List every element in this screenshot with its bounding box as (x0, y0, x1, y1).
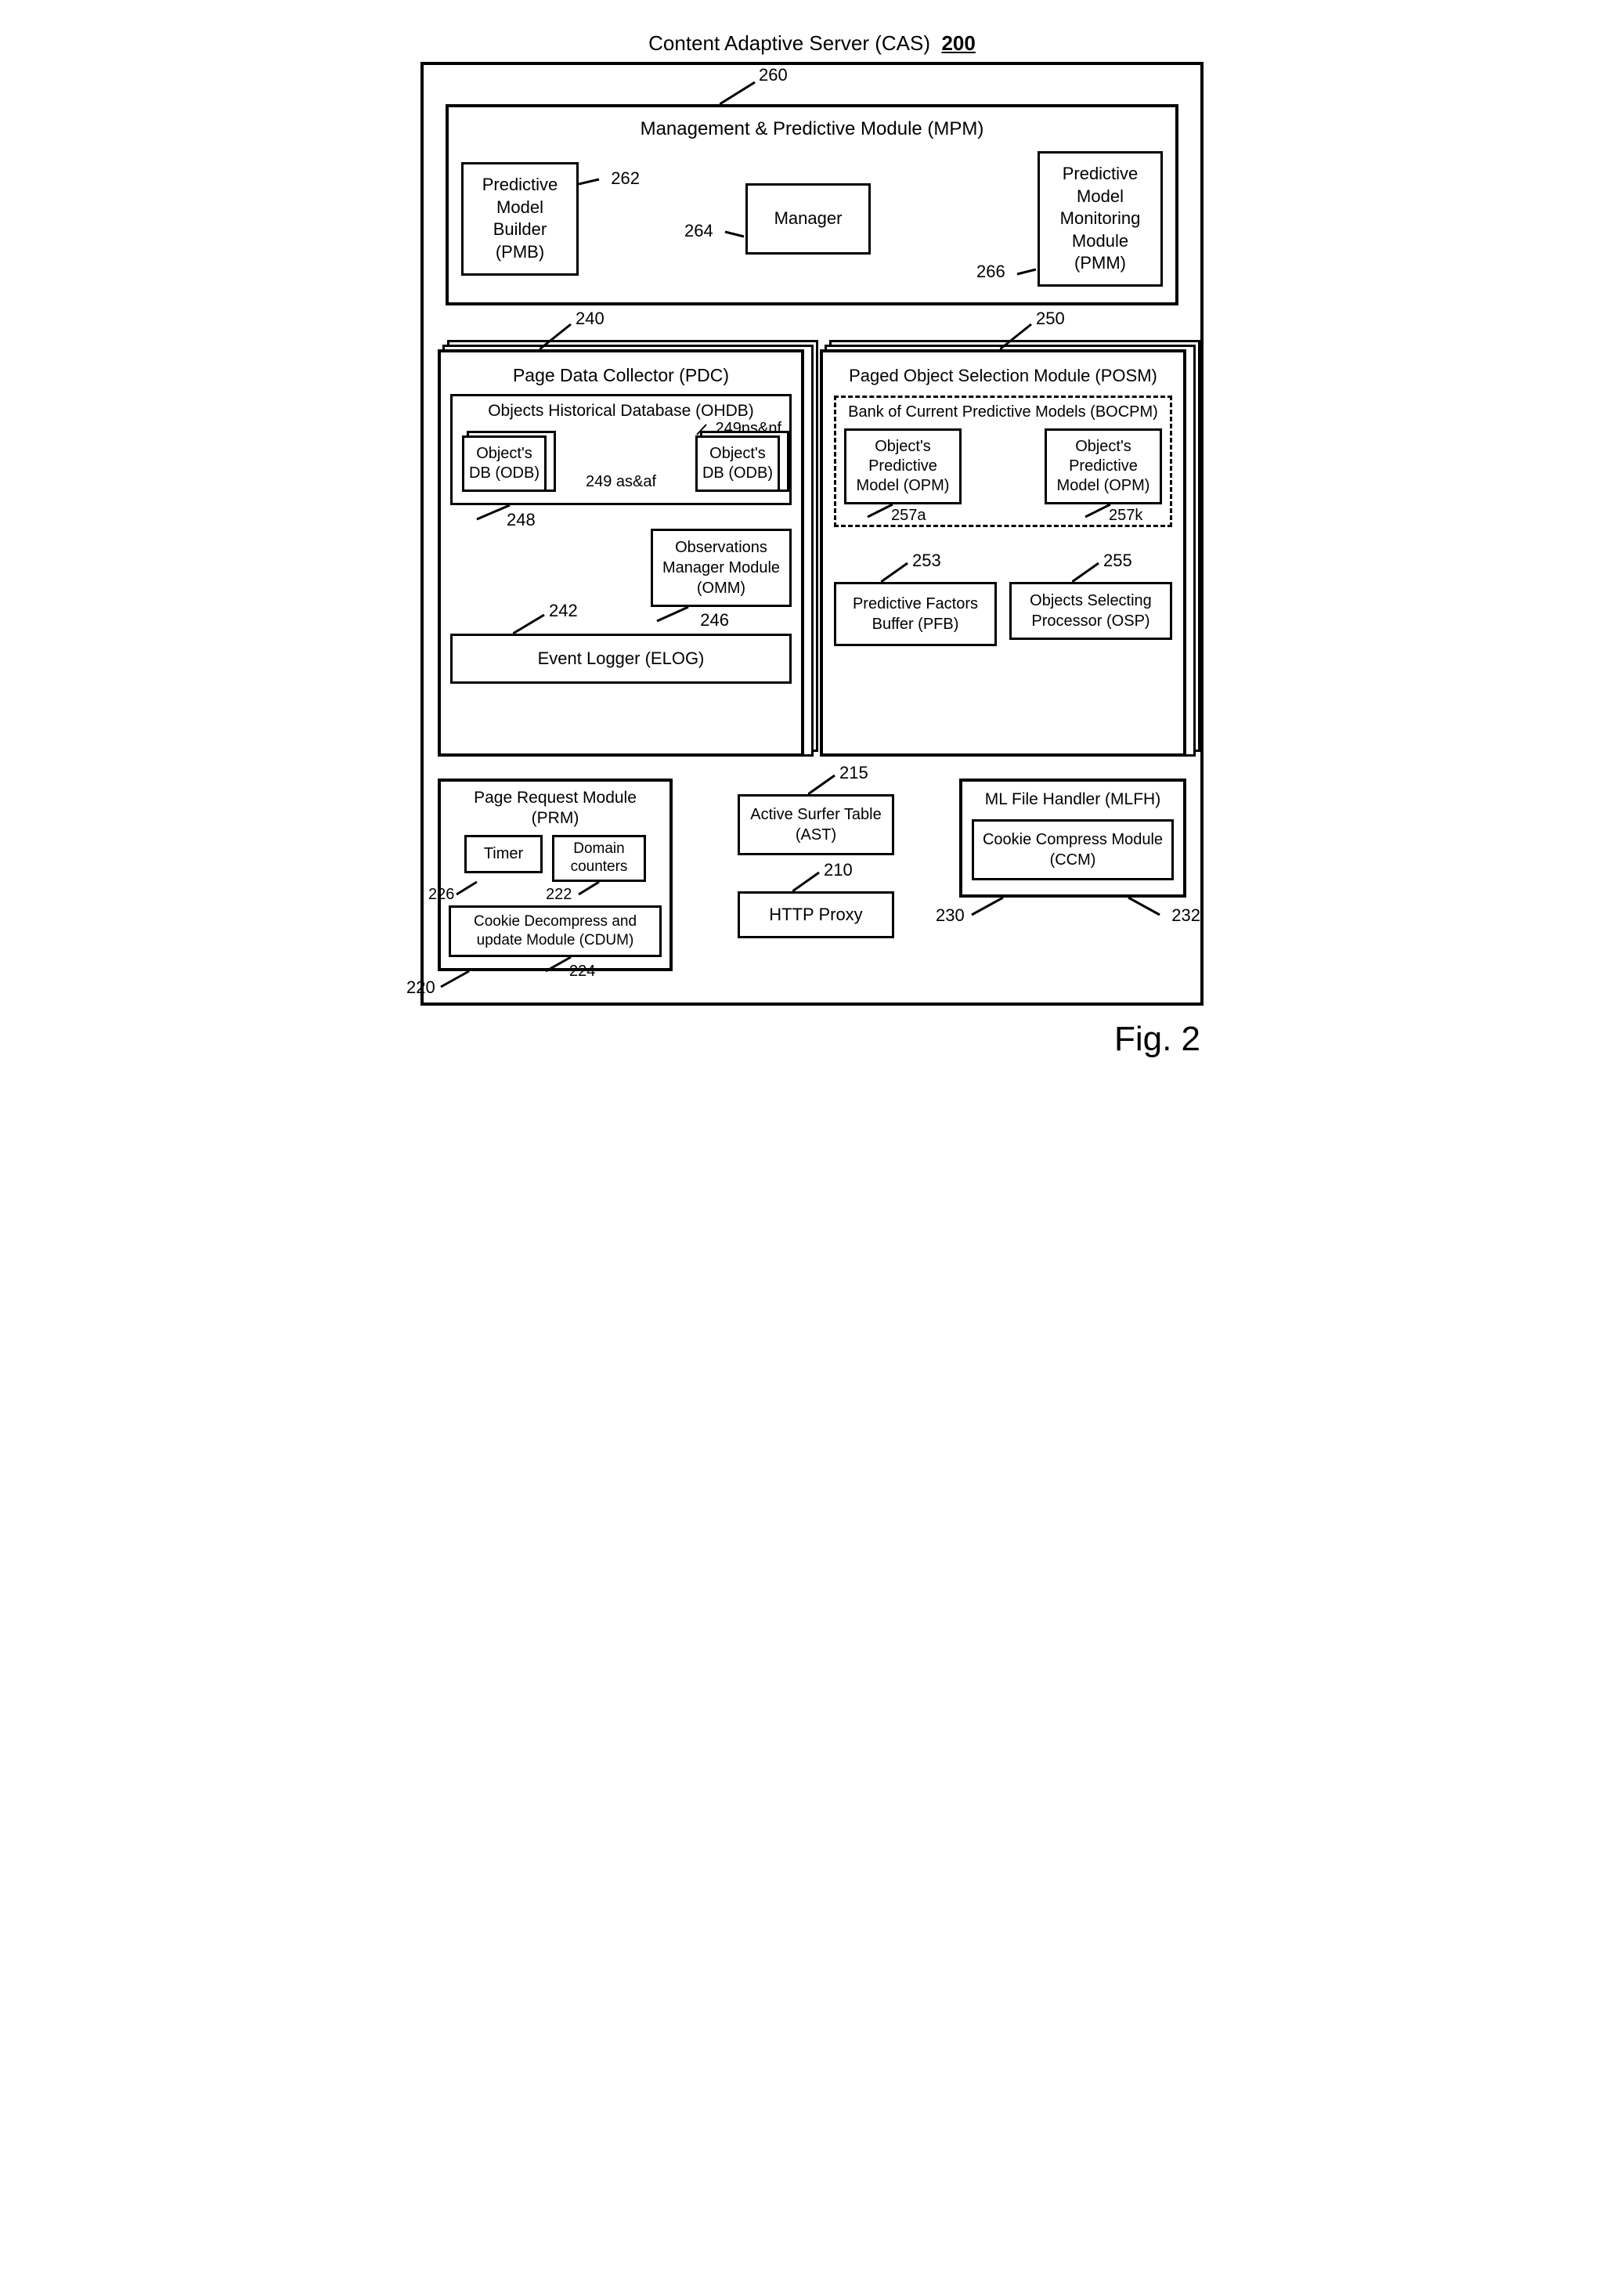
pmm-ref: 266 (976, 262, 1005, 282)
opm-ref-k: 257k (1109, 507, 1142, 525)
figure-label: Fig. 2 (420, 1020, 1204, 1059)
mgr-ref: 264 (684, 221, 713, 241)
bocpm-box: Bank of Current Predictive Models (BOCPM… (834, 396, 1172, 527)
elog-ref: 242 (549, 601, 578, 621)
pfb-ref: 253 (912, 551, 941, 571)
ohdb-title: Objects Historical Database (OHDB) (459, 401, 783, 421)
odb-right: Object's DB (ODB) (695, 435, 780, 492)
opm-a: Object's Predictive Model (OPM) (844, 428, 962, 504)
ohdb-box: Objects Historical Database (OHDB) 249ns… (450, 394, 792, 505)
cdum-ref: 224 (569, 963, 595, 981)
ohdb-ref: 248 (507, 510, 536, 530)
ast-ref: 215 (839, 763, 868, 783)
prm-ref: 220 (406, 977, 435, 998)
prm-title: Page Request Module (PRM) (449, 788, 662, 829)
pdc-ref: 240 (576, 309, 604, 329)
posm-title: Paged Object Selection Module (POSM) (834, 360, 1172, 396)
odb-ref-left: 249 as&af (586, 472, 656, 492)
mlfh-title: ML File Handler (MLFH) (972, 789, 1174, 819)
cdum-box: Cookie Decompress and update Module (CDU… (449, 905, 662, 957)
pfb-box: Predictive Factors Buffer (PFB) (834, 582, 997, 646)
mpm-box: Management & Predictive Module (MPM) Pre… (446, 104, 1178, 305)
proxy-box: HTTP Proxy (738, 891, 894, 938)
pmb-box: Predictive Model Builder (PMB) (461, 162, 579, 275)
ast-box: Active Surfer Table (AST) (738, 794, 894, 855)
ccm-ref: 232 (1171, 905, 1200, 926)
pdc-title: Page Data Collector (PDC) (450, 360, 792, 394)
odb-left: Object's DB (ODB) (462, 435, 547, 492)
pmb-ref: 262 (611, 168, 640, 189)
bocpm-title: Bank of Current Predictive Models (BOCPM… (844, 403, 1162, 422)
ccm-box: Cookie Compress Module (CCM) (972, 819, 1174, 880)
opm-ref-a: 257a (891, 507, 926, 525)
prm-box: Page Request Module (PRM) Timer 226 Doma… (438, 779, 673, 971)
dc-box: Domain counters (552, 835, 646, 882)
pdc-box: Page Data Collector (PDC) Objects Histor… (438, 349, 804, 757)
omm-ref: 246 (700, 610, 729, 630)
osp-box: Objects Selecting Processor (OSP) (1009, 582, 1172, 640)
dc-ref: 222 (546, 886, 572, 904)
timer-box: Timer (464, 835, 543, 873)
mpm-ref: 260 (759, 65, 788, 85)
timer-ref: 226 (428, 886, 454, 904)
omm-box: Observations Manager Module (OMM) (651, 529, 792, 607)
pmm-box: Predictive Model Monitoring Module (PMM) (1038, 151, 1163, 287)
posm-ref: 250 (1036, 309, 1065, 329)
proxy-ref: 210 (824, 860, 853, 880)
diagram-title: Content Adaptive Server (CAS) 200 (420, 31, 1204, 56)
elog-box: Event Logger (ELOG) (450, 634, 792, 684)
mlfh-box: ML File Handler (MLFH) Cookie Compress M… (959, 779, 1186, 898)
manager-box: Manager (745, 183, 871, 255)
cas-container: 260 Management & Predictive Module (MPM)… (420, 62, 1204, 1006)
posm-box: Paged Object Selection Module (POSM) Ban… (820, 349, 1186, 757)
mlfh-ref: 230 (936, 905, 965, 926)
mpm-title: Management & Predictive Module (MPM) (449, 114, 1175, 143)
opm-k: Object's Predictive Model (OPM) (1045, 428, 1162, 504)
osp-ref: 255 (1103, 551, 1132, 571)
